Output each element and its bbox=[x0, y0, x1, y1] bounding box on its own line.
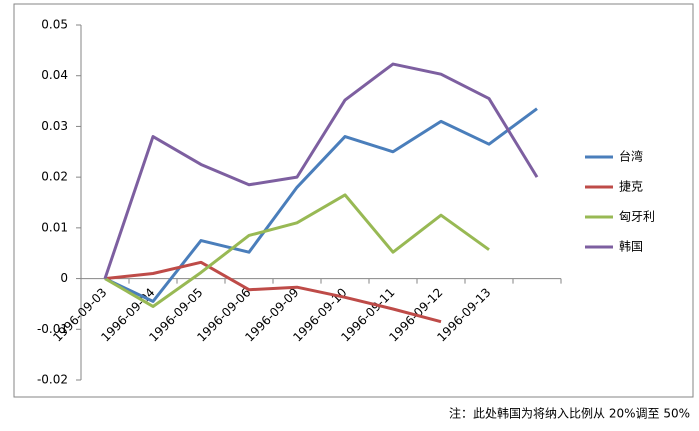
chart-frame bbox=[13, 3, 694, 398]
series-line bbox=[104, 193, 490, 308]
y-tick-label: -0.01 bbox=[37, 322, 68, 336]
y-tick-label: 0.05 bbox=[41, 18, 68, 32]
legend-label: 台湾 bbox=[619, 149, 643, 164]
y-tick-label: 0.04 bbox=[41, 68, 68, 82]
y-tick-label: 0.02 bbox=[41, 170, 68, 184]
footnote: 注：此处韩国为将纳入比例从 20%调至 50% bbox=[449, 406, 690, 421]
legend-label: 韩国 bbox=[619, 239, 643, 254]
series-line bbox=[103, 62, 539, 280]
y-tick-label: 0.01 bbox=[41, 220, 68, 234]
y-tick-label: -0.02 bbox=[37, 373, 68, 387]
legend-label: 匈牙利 bbox=[619, 210, 655, 224]
series-line bbox=[104, 260, 442, 324]
series-line bbox=[104, 107, 538, 303]
y-tick-label: 0 bbox=[60, 271, 68, 285]
y-tick-label: 0.03 bbox=[41, 119, 68, 133]
legend-label: 捷克 bbox=[619, 180, 643, 194]
